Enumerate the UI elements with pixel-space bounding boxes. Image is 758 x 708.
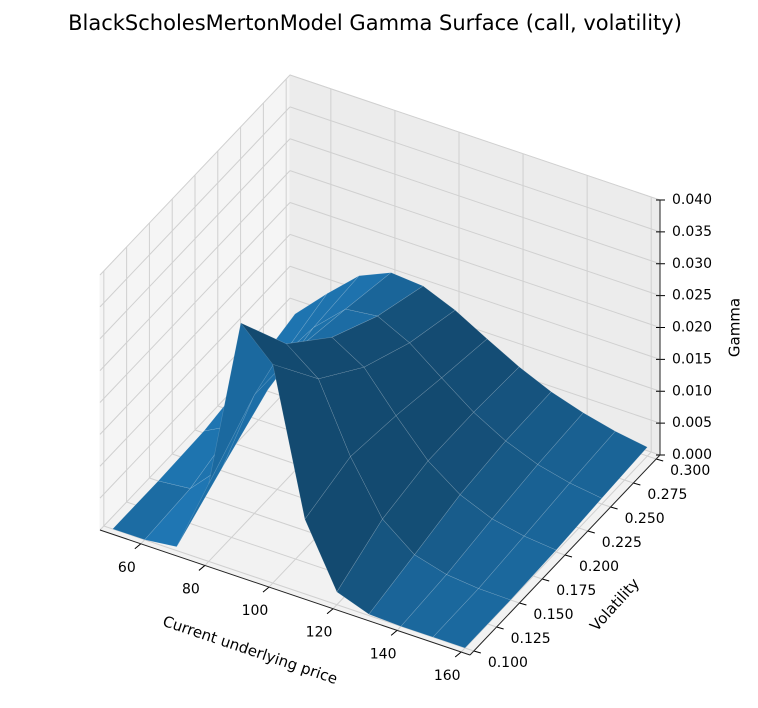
x-tick-label: 100 [242,603,269,619]
x-tick [134,543,142,550]
grid-line [99,74,291,276]
y-tick-label: 0.175 [556,583,596,599]
y-tick-label: 0.150 [533,607,573,623]
grid-line [289,233,661,360]
y-tick [496,626,504,630]
y-tick [587,530,595,534]
z-tick-label: 0.020 [672,320,712,336]
y-tick [633,482,641,486]
grid-line [289,170,661,297]
grid-line [99,202,291,403]
y-tick [564,554,573,558]
z-tick-label: 0.030 [672,256,712,272]
z-tick-label: 0.010 [672,383,712,399]
y-tick [473,650,481,654]
grid-line [99,234,291,435]
grid-line [103,525,474,652]
y-tick [542,578,550,582]
x-tick [198,565,206,571]
x-tick [262,586,270,593]
x-tick-label: 140 [370,646,397,662]
x-tick-label: 60 [118,560,136,576]
y-tick [656,458,664,462]
x-tick-label: 120 [306,625,333,641]
y-tick-label: 0.100 [488,655,528,671]
z-tick-label: 0.005 [672,415,712,431]
grid-line [99,138,291,340]
grid-line [99,265,291,467]
grid-line [289,202,661,328]
y-tick [610,506,618,510]
x-tick [390,629,398,636]
y-tick-label: 0.200 [579,559,619,575]
surface-patch [432,588,512,649]
y-tick-label: 0.250 [625,511,665,527]
y-tick-label: 0.125 [511,631,551,647]
z-axis-label: Gamma [726,298,744,357]
x-tick [454,651,462,658]
grid-line [289,106,661,233]
y-axis-line [469,454,661,656]
grid-line [99,106,291,308]
x-tick-label: 160 [434,668,461,684]
chart-title: BlackScholesMertonModel Gamma Surface (c… [68,11,682,35]
y-tick-label: 0.225 [602,535,642,551]
grid-line [289,138,661,265]
grid-line [99,170,291,371]
y-tick-label: 0.275 [647,487,687,503]
y-tick-label: 0.300 [670,463,710,479]
x-tick [326,608,334,615]
z-tick-label: 0.035 [672,224,712,240]
x-axis-line [99,529,471,656]
z-tick-label: 0.015 [672,351,712,367]
z-tick-label: 0.025 [672,288,712,304]
y-tick [519,602,527,606]
x-axis-label: Current underlying price [160,612,339,688]
surface [112,272,648,649]
z-tick-label: 0.040 [672,192,712,208]
grid-line [289,74,661,201]
z-tick-label: 0.000 [672,447,712,463]
x-tick-label: 80 [182,581,200,597]
